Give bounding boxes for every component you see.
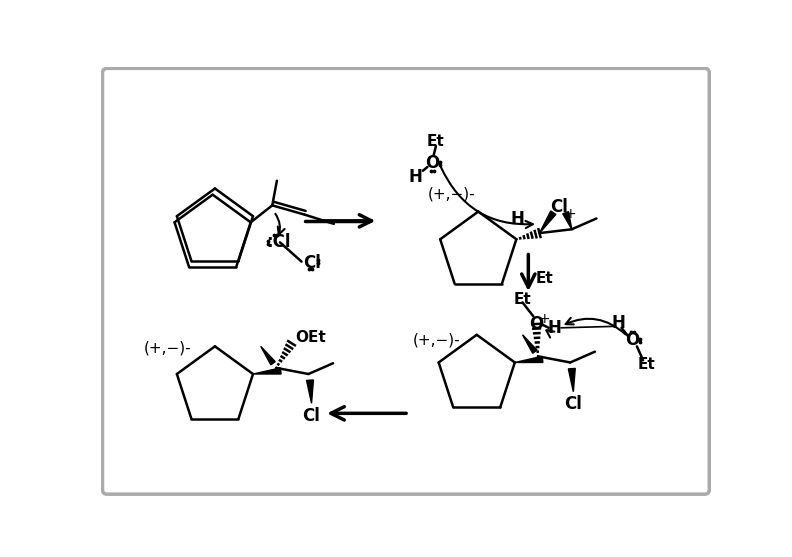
Text: O: O xyxy=(425,154,440,172)
Text: Cl: Cl xyxy=(565,395,582,413)
FancyBboxPatch shape xyxy=(102,69,710,494)
Text: H: H xyxy=(548,319,562,337)
Text: (+,−)-: (+,−)- xyxy=(413,333,460,348)
Polygon shape xyxy=(307,380,314,403)
Text: Cl: Cl xyxy=(303,254,322,272)
Text: O: O xyxy=(529,315,543,333)
Text: O: O xyxy=(625,331,639,349)
Text: +: + xyxy=(539,312,550,326)
Text: (+,−)-: (+,−)- xyxy=(143,340,191,355)
Text: (+,−)-: (+,−)- xyxy=(428,187,476,202)
Text: Et: Et xyxy=(536,271,554,286)
Text: Et: Et xyxy=(514,292,531,307)
Text: Cl: Cl xyxy=(550,198,569,216)
Text: H: H xyxy=(408,168,422,186)
Text: H: H xyxy=(611,314,626,332)
Polygon shape xyxy=(539,211,556,233)
Polygon shape xyxy=(563,212,572,229)
Polygon shape xyxy=(569,368,575,392)
Text: Et: Et xyxy=(427,134,445,149)
Text: +: + xyxy=(565,207,576,221)
Text: OEt: OEt xyxy=(295,330,326,345)
Text: :Cl: :Cl xyxy=(266,233,291,251)
Polygon shape xyxy=(261,346,275,365)
Polygon shape xyxy=(523,335,537,353)
Text: Cl: Cl xyxy=(303,407,321,424)
Polygon shape xyxy=(253,368,281,374)
Text: Et: Et xyxy=(638,358,655,372)
Text: H: H xyxy=(511,210,525,228)
Polygon shape xyxy=(515,356,543,363)
